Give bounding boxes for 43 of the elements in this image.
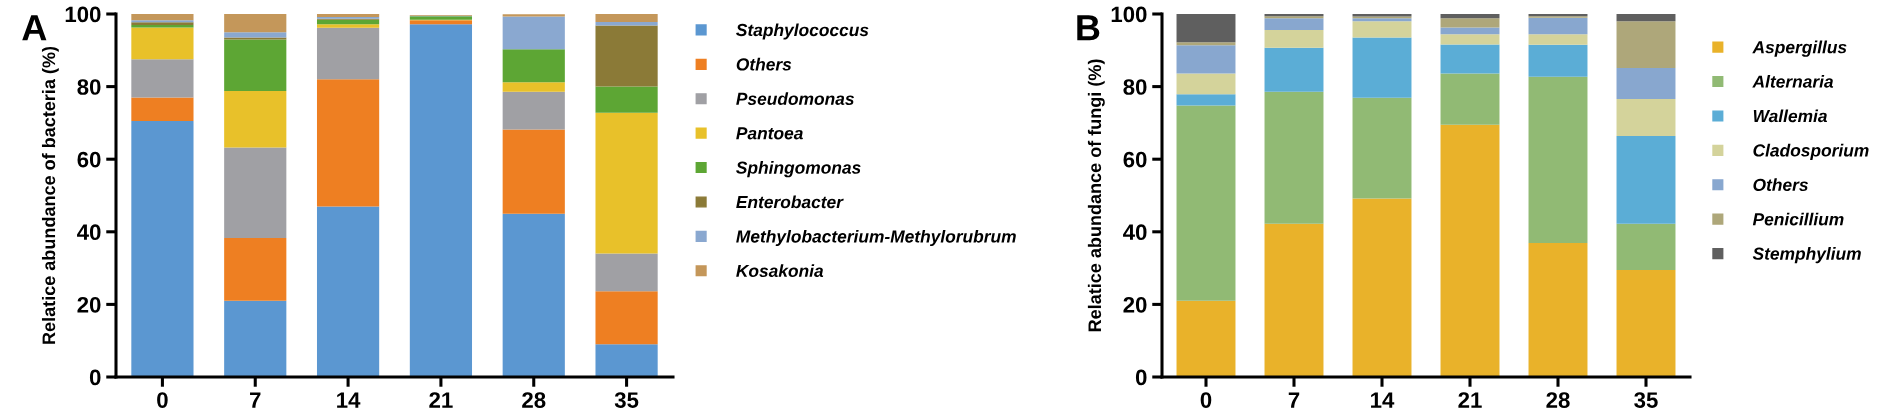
x-tick-label: 14 [1371,392,1395,408]
legend-label: Staphylococcus [736,23,869,40]
text: A [22,15,47,41]
y-tick-label: 0 [89,369,101,386]
x-tick-label: 0 [157,392,168,408]
y-axis-title: Relatice abundance of bacteria (%) [41,46,59,344]
x-tick-label: 21 [429,392,453,408]
x-tick-label: 7 [250,392,261,408]
y-tick-label: 60 [77,151,101,168]
legend-label: Methylobacterium-Methylorubrum [736,229,1016,247]
legend-label: Penicillium [1752,212,1844,226]
y-tick-label: 100 [1111,6,1147,23]
y-tick-label: 40 [77,224,101,241]
legend-label: Aspergillus [1752,40,1847,57]
x-tick-label: 7 [1288,392,1300,408]
legend-label: Enterobacter [736,195,844,209]
legend-label: Wallemia [1753,109,1828,123]
y-tick-label: 40 [1123,224,1147,241]
text: B [1077,15,1100,41]
y-tick-label: 60 [1123,151,1147,168]
legend-label: Pseudomonas [736,92,854,105]
legend-label: Sphingomonas [736,161,861,178]
legend-label: Others [1753,178,1808,192]
legend-label: Stemphylium [1752,247,1861,264]
legend-label: Alternaria [1752,75,1834,88]
x-tick-label: 14 [337,392,361,408]
x-tick-label: 21 [1458,392,1482,408]
y-tick-label: 80 [1123,79,1147,95]
y-tick-label: 20 [1123,296,1147,313]
x-tick-label: 35 [614,392,639,408]
x-tick-label: 0 [1200,392,1212,408]
legend-label: Kosakonia [736,264,824,278]
x-tick-label: 28 [1546,392,1570,408]
y-tick-label: 80 [77,79,101,95]
legend-label: Pantoea [736,127,803,140]
y-tick-label: 0 [1135,369,1147,386]
y-tick-label: 20 [77,296,101,313]
x-tick-label: 28 [522,392,546,408]
legend-label: Cladosporium [1753,143,1869,161]
y-tick-label: 100 [65,6,101,23]
x-tick-label: 35 [1634,392,1658,408]
legend-label: Others [736,57,792,71]
y-axis-title: Relatice abundance of fungi (%) [1087,59,1105,332]
